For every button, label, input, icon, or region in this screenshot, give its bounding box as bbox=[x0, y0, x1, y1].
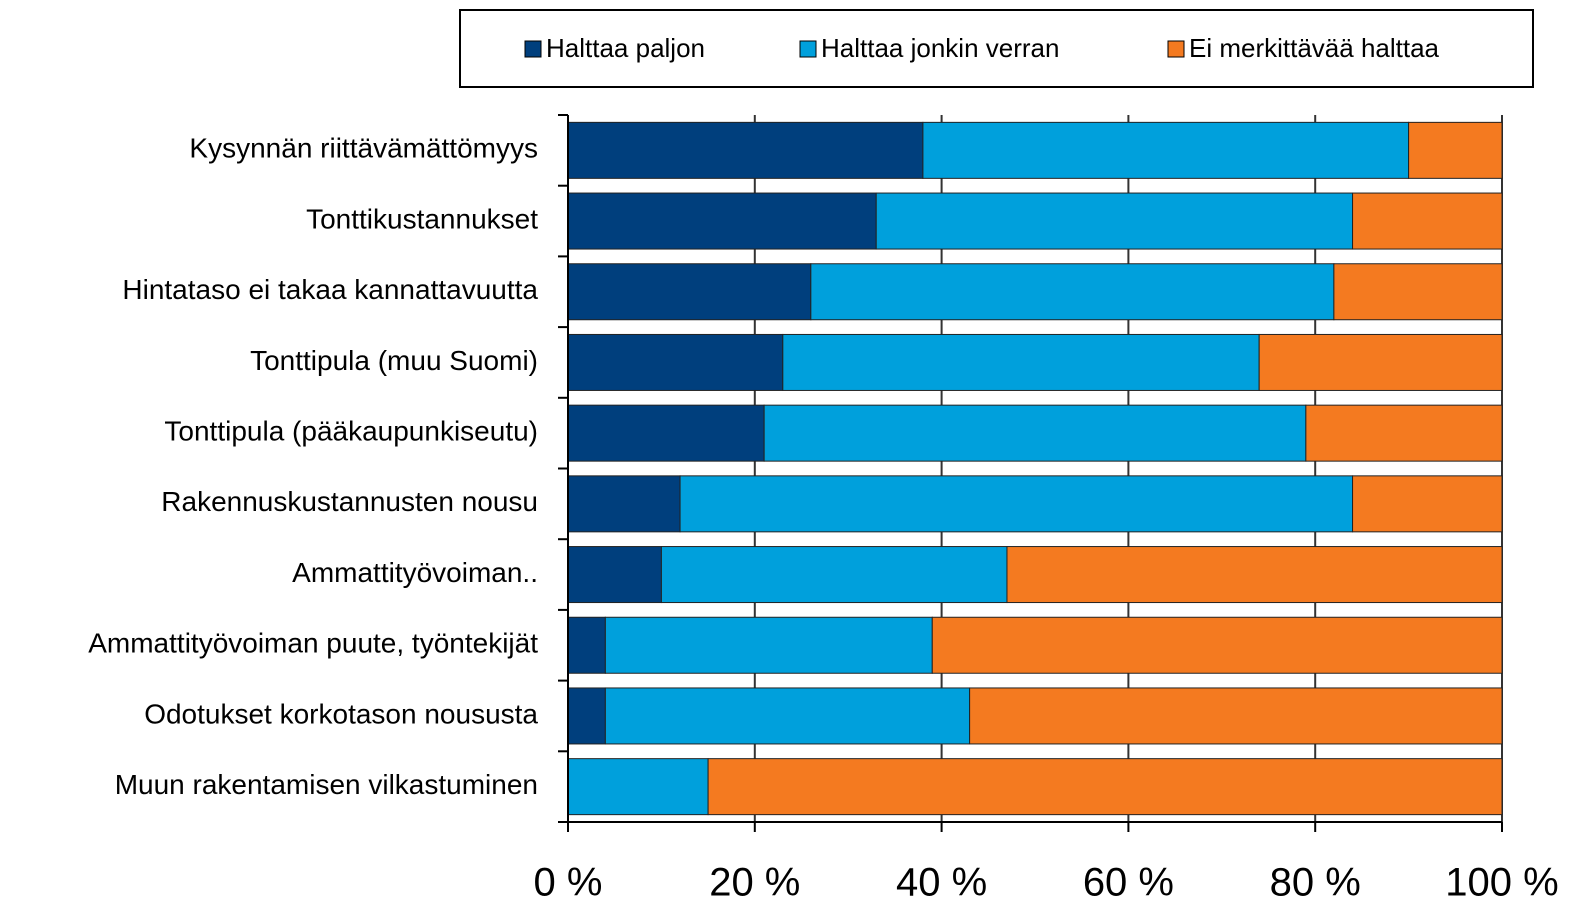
x-tick-label: 80 % bbox=[1270, 861, 1361, 905]
bar-segment bbox=[604, 687, 971, 745]
x-tick-label: 20 % bbox=[709, 861, 800, 905]
legend-swatch bbox=[799, 40, 817, 58]
y-tick-label: Rakennuskustannusten nousu bbox=[161, 486, 538, 517]
bar-segment bbox=[604, 616, 933, 674]
bar-segment bbox=[1006, 546, 1503, 604]
legend-swatch bbox=[1167, 40, 1185, 58]
bar-segment bbox=[922, 121, 1410, 179]
bar-segment bbox=[567, 263, 812, 321]
legend-label: Halttaa jonkin verran bbox=[821, 33, 1059, 63]
bar-segment bbox=[1408, 121, 1503, 179]
bar-segment bbox=[567, 121, 924, 179]
bar-segment bbox=[679, 475, 1354, 533]
bar-segment bbox=[969, 687, 1503, 745]
bar-segment bbox=[875, 192, 1354, 250]
y-tick-label: Kysynnän riittävämättömyys bbox=[189, 133, 538, 164]
y-tick-label: Tonttipula (pääkaupunkiseutu) bbox=[164, 416, 538, 447]
legend-label: Ei merkittävää halttaa bbox=[1189, 33, 1440, 63]
y-tick-label: Ammattityövoiman.. bbox=[292, 557, 538, 588]
bar-segment bbox=[1352, 192, 1503, 250]
bar-segment bbox=[1258, 333, 1503, 391]
bar-segment bbox=[567, 758, 709, 816]
bar-segment bbox=[1352, 475, 1503, 533]
bar-segment bbox=[810, 263, 1335, 321]
legend-box bbox=[459, 9, 1534, 88]
y-tick-label: Odotukset korkotason noususta bbox=[144, 698, 538, 729]
y-tick-label: Tonttikustannukset bbox=[306, 203, 538, 234]
y-tick-label: Muun rakentamisen vilkastuminen bbox=[115, 769, 538, 800]
bar-segment bbox=[763, 404, 1307, 462]
y-tick-label: Tonttipula (muu Suomi) bbox=[250, 345, 538, 376]
bar-segment bbox=[567, 687, 606, 745]
bar-segment bbox=[931, 616, 1503, 674]
legend-swatch bbox=[524, 40, 542, 58]
bar-segment bbox=[567, 404, 765, 462]
bar-segment bbox=[1305, 404, 1503, 462]
x-tick-label: 60 % bbox=[1083, 861, 1174, 905]
x-tick-label: 100 % bbox=[1445, 861, 1558, 905]
bar-segment bbox=[567, 333, 784, 391]
bar-segment bbox=[567, 192, 877, 250]
bar-segment bbox=[660, 546, 1008, 604]
x-tick-label: 40 % bbox=[896, 861, 987, 905]
legend-label: Halttaa paljon bbox=[546, 33, 705, 63]
bar-segment bbox=[567, 616, 606, 674]
bar-segment bbox=[567, 546, 662, 604]
y-tick-label: Ammattityövoiman puute, työntekijät bbox=[88, 628, 538, 659]
bar-segment bbox=[567, 475, 681, 533]
x-tick-label: 0 % bbox=[534, 861, 603, 905]
bar-segment bbox=[782, 333, 1260, 391]
bar-segment bbox=[707, 758, 1503, 816]
y-tick-label: Hintataso ei takaa kannattavuutta bbox=[122, 274, 538, 305]
bar-segment bbox=[1333, 263, 1503, 321]
